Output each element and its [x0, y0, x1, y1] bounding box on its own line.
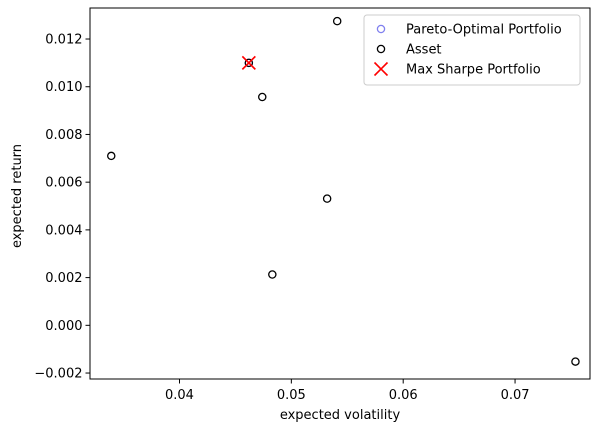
marker-stroke — [373, 61, 389, 77]
y-tick-label: 0.010 — [45, 80, 82, 95]
legend-box — [363, 14, 581, 86]
asset-point — [268, 270, 277, 279]
y-axis-label: expected return — [10, 144, 25, 248]
asset-point — [258, 92, 267, 102]
legend-label: Asset — [406, 43, 442, 58]
asset-point — [244, 58, 254, 68]
y-tick-label: 0.000 — [45, 319, 82, 334]
legend-label: Pareto-Optimal Portfolio — [406, 23, 562, 38]
legend-marker-max-sharpe — [373, 61, 389, 77]
y-tick-label: 0.008 — [45, 128, 82, 143]
legend-label: Max Sharpe Portfolio — [406, 63, 541, 78]
legend-marker-asset — [376, 44, 386, 54]
y-tick-label: 0.006 — [45, 176, 82, 191]
legend: Pareto-Optimal Portfolio Asset Max Sharpe … — [363, 14, 581, 86]
marker-stroke — [241, 55, 256, 70]
axes: 0.04 0.05 0.06 0.07 −0.002 0.000 0.002 0.004 0.0… — [34, 7, 591, 403]
y-tick-label: 0.004 — [45, 223, 82, 238]
x-tick-label: 0.06 — [389, 388, 418, 403]
x-axis-label: expected volatility — [280, 408, 401, 423]
legend-marker-pareto — [376, 24, 386, 34]
y-tick-label: 0.012 — [45, 33, 82, 48]
y-tick-label: −0.002 — [34, 367, 82, 382]
x-tick-label: 0.04 — [165, 388, 194, 403]
plot-frame — [89, 7, 591, 380]
x-tick-label: 0.07 — [501, 388, 530, 403]
asset-point — [332, 16, 342, 26]
y-tick-label: 0.002 — [45, 271, 82, 286]
x-tick-label: 0.05 — [277, 388, 306, 403]
asset-point — [571, 357, 580, 366]
data-points — [107, 16, 580, 366]
asset-point — [107, 151, 116, 161]
max-sharpe-marker — [241, 55, 256, 70]
asset-point — [322, 194, 332, 203]
